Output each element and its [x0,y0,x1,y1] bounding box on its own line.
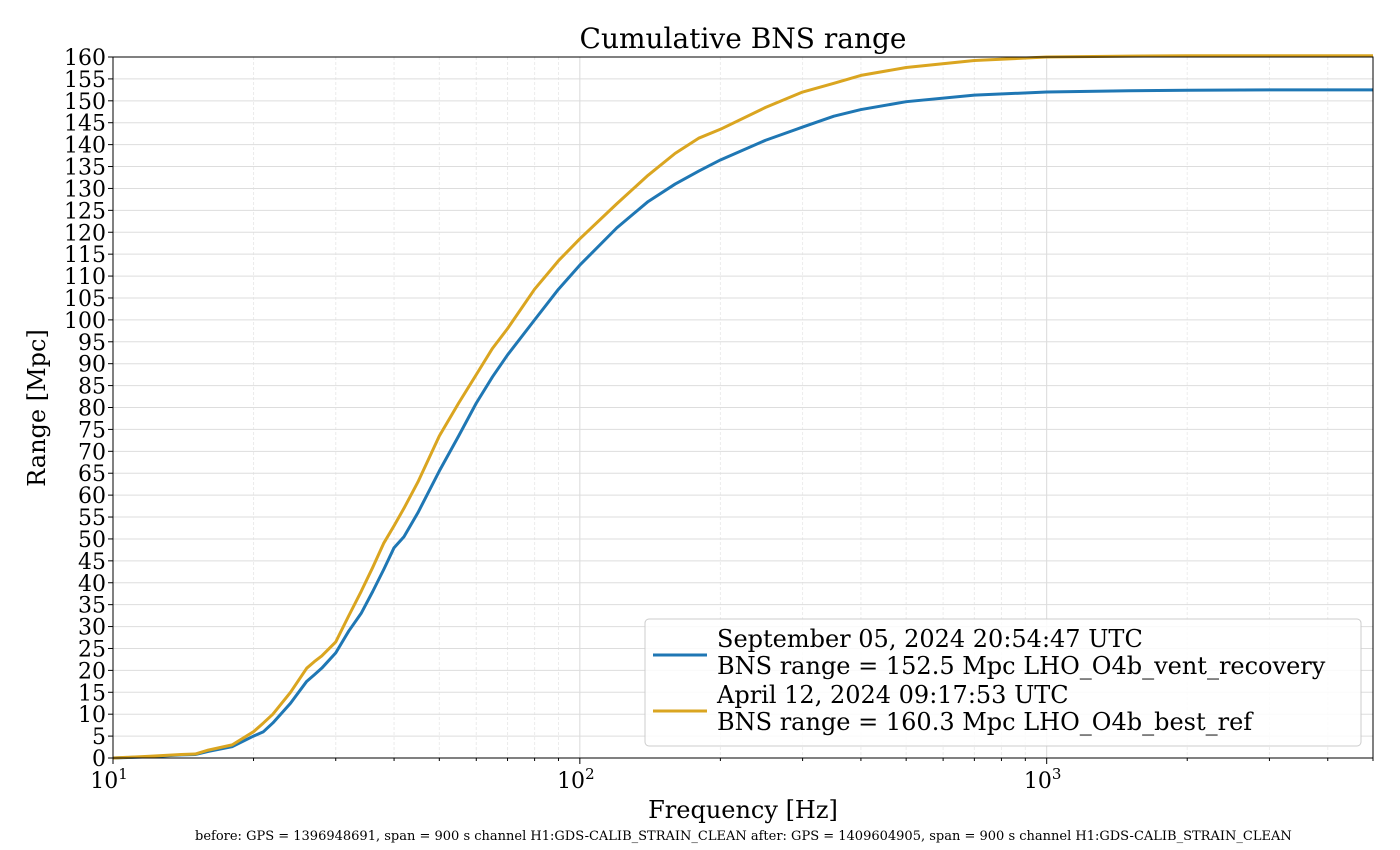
y-tick-label: 150 [64,90,106,115]
y-tick-label: 40 [78,572,106,597]
y-tick-label: 100 [64,309,106,334]
x-axis-label: Frequency [Hz] [648,796,838,824]
y-tick-label: 35 [78,594,106,619]
series-lines [112,54,1373,760]
series-line-1 [112,88,1373,760]
y-tick-label: 90 [78,353,106,378]
y-tick-label: 55 [78,506,106,531]
legend-box [644,618,1362,747]
y-tick-label: 80 [78,397,106,422]
legend-series-2-line-2: BNS range = 160.3 Mpc LHO_O4b_best_ref [717,708,1254,736]
y-tick-label: 20 [78,659,106,684]
y-tick-label: 10 [78,703,106,728]
y-tick-label: 0 [92,747,106,772]
y-axis-label: Range [Mpc] [23,329,51,487]
y-tick-label: 45 [78,550,106,575]
chart-title: Cumulative BNS range [580,22,907,55]
y-tick-label: 75 [78,418,106,443]
y-tick-label: 30 [78,616,106,641]
legend-series-1-line-1: September 05, 2024 20:54:47 UTC [717,625,1143,653]
y-tick-label: 110 [64,265,106,290]
y-tick-label: 5 [92,725,106,750]
series-line-2 [112,54,1373,760]
y-tick-label: 155 [64,68,106,93]
y-tick-label: 140 [64,134,106,159]
y-tick-label: 50 [78,528,106,553]
x-tick-exponent: 1 [118,765,128,783]
y-tick-label: 15 [78,681,106,706]
y-tick-label: 70 [78,440,106,465]
x-tick-exponent: 3 [1052,765,1062,783]
y-tick-label: 95 [78,331,106,356]
y-tick-label: 25 [78,637,106,662]
y-tick-label: 125 [64,199,106,224]
footer-note: before: GPS = 1396948691, span = 900 s c… [195,829,1292,844]
y-tick-label: 85 [78,375,106,400]
y-tick-label: 130 [64,177,106,202]
y-tick-label: 115 [64,243,106,268]
y-tick-label: 135 [64,156,106,181]
legend: September 05, 2024 20:54:47 UTC BNS rang… [644,618,1362,747]
y-tick-label: 145 [64,112,106,137]
x-tick-exponent: 2 [585,765,595,783]
legend-series-1-line-2: BNS range = 152.5 Mpc LHO_O4b_vent_recov… [717,652,1326,680]
y-tick-label: 65 [78,462,106,487]
legend-series-2-line-1: April 12, 2024 09:17:53 UTC [716,681,1069,709]
y-axis-ticks: 0510152025303540455055606570758085909510… [64,46,113,772]
y-tick-label: 160 [64,46,106,71]
y-tick-label: 105 [64,287,106,312]
y-tick-label: 120 [64,221,106,246]
y-tick-label: 60 [78,484,106,509]
